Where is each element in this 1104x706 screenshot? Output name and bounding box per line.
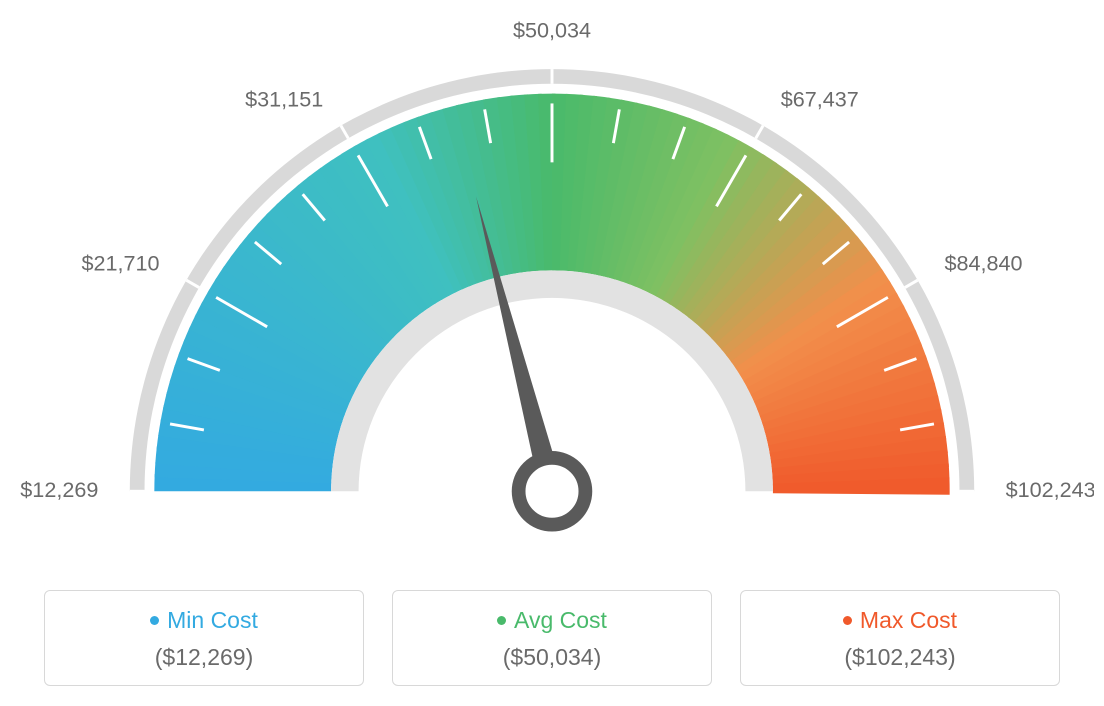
gauge-tick-label: $67,437 <box>781 87 859 112</box>
legend-value-min: ($12,269) <box>55 644 353 671</box>
gauge-tick-label: $31,151 <box>245 87 323 112</box>
legend-title-avg: Avg Cost <box>497 607 607 634</box>
legend-value-max: ($102,243) <box>751 644 1049 671</box>
legend-label-min: Min Cost <box>167 607 258 634</box>
legend-value-avg: ($50,034) <box>403 644 701 671</box>
legend-dot-max <box>843 616 852 625</box>
legend-title-max: Max Cost <box>843 607 957 634</box>
gauge-chart: $12,269 $21,710 $31,151 $50,034 $67,437 $84,8… <box>10 20 1094 560</box>
legend-card-avg: Avg Cost ($50,034) <box>392 590 712 686</box>
gauge-svg: $12,269 $21,710 $31,151 $50,034 $67,437 $84,8… <box>10 20 1094 560</box>
legend-card-min: Min Cost ($12,269) <box>44 590 364 686</box>
gauge-tick-label: $50,034 <box>513 20 591 43</box>
legend-row: Min Cost ($12,269) Avg Cost ($50,034) Ma… <box>10 590 1094 686</box>
gauge-tick-label: $102,243 <box>1006 477 1094 502</box>
legend-card-max: Max Cost ($102,243) <box>740 590 1060 686</box>
legend-label-avg: Avg Cost <box>514 607 607 634</box>
gauge-tick-label: $84,840 <box>944 250 1022 275</box>
legend-title-min: Min Cost <box>150 607 258 634</box>
legend-dot-avg <box>497 616 506 625</box>
gauge-tick-label: $21,710 <box>81 250 159 275</box>
legend-label-max: Max Cost <box>860 607 957 634</box>
gauge-hub <box>519 458 586 525</box>
gauge-tick-label: $12,269 <box>20 477 98 502</box>
legend-dot-min <box>150 616 159 625</box>
